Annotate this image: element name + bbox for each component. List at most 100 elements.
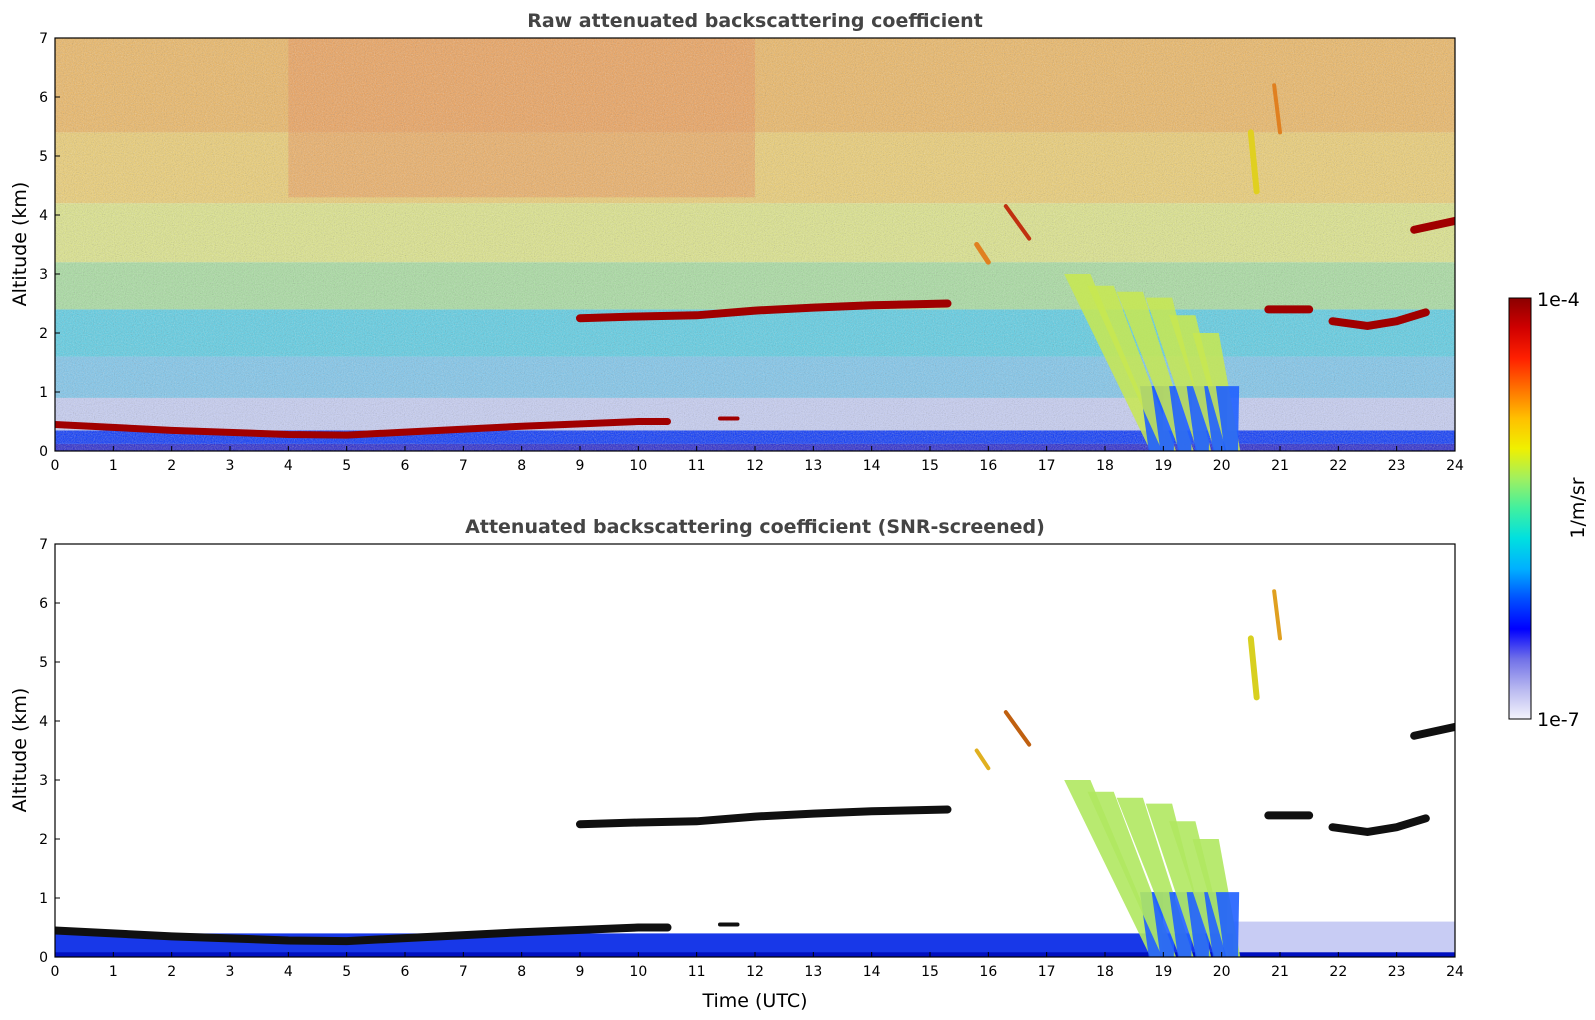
x-tick-label: 4 <box>284 964 293 980</box>
x-tick-label: 18 <box>1096 964 1114 980</box>
x-tick-label: 21 <box>1271 458 1289 474</box>
x-tick-label: 3 <box>226 458 235 474</box>
x-tick-label: 24 <box>1446 458 1464 474</box>
y-tick-label: 4 <box>39 714 48 730</box>
x-tick-label: 15 <box>921 458 939 474</box>
x-tick-label: 17 <box>1038 964 1056 980</box>
cloud-layer <box>576 299 952 323</box>
snr-screened-panel: Attenuated backscattering coefficient (S… <box>9 516 1464 1012</box>
y-tick-label: 6 <box>39 596 48 612</box>
cloud-layer <box>576 805 952 829</box>
y-tick-label: 5 <box>39 149 48 165</box>
y-tick-label: 7 <box>39 31 48 47</box>
x-tick-label: 6 <box>401 458 410 474</box>
colorbar-max-label: 1e-4 <box>1537 289 1580 311</box>
cirrus-fallstreak <box>1247 635 1260 701</box>
cloud-patch <box>1003 204 1032 241</box>
x-tick-label: 22 <box>1329 458 1347 474</box>
precipitation-shaft <box>1064 274 1165 451</box>
plot-frame <box>54 543 1456 958</box>
cloud-patch <box>974 748 991 771</box>
y-axis-label: Altitude (km) <box>9 182 31 307</box>
surface-signal <box>1233 921 1455 957</box>
y-tick-label: 0 <box>39 444 48 460</box>
cirrus-fallstreak <box>1247 129 1260 195</box>
x-tick-label: 19 <box>1154 964 1172 980</box>
heatmap-image <box>55 38 1455 451</box>
x-tick-label: 21 <box>1271 964 1289 980</box>
x-tick-label: 18 <box>1096 458 1114 474</box>
precipitation-shaft <box>1087 285 1177 451</box>
x-tick-label: 4 <box>284 458 293 474</box>
cloud-layer <box>1328 308 1430 330</box>
x-tick-label: 8 <box>517 964 526 980</box>
x-tick-label: 16 <box>979 458 997 474</box>
y-tick-label: 1 <box>39 891 48 907</box>
y-tick-label: 2 <box>39 832 48 848</box>
y-axis-ticks: 0 1 2 3 4 5 6 7 <box>39 537 60 966</box>
precipitation-shaft <box>1215 386 1240 451</box>
chart-title: Raw attenuated backscattering coefficien… <box>527 10 983 32</box>
x-tick-label: 2 <box>167 458 176 474</box>
cloud-layer <box>1410 722 1455 740</box>
x-tick-label: 5 <box>342 964 351 980</box>
cloud-layer <box>55 923 672 946</box>
x-tick-label: 23 <box>1388 964 1406 980</box>
x-tick-label: 1 <box>109 964 118 980</box>
x-axis-label: Time (UTC) <box>701 990 807 1012</box>
y-axis-label: Altitude (km) <box>9 688 31 813</box>
y-tick-label: 5 <box>39 655 48 671</box>
x-axis-ticks: 0 1 2 3 4 5 6 7 8 9 10 11 12 13 14 15 16 17 18 19 20 21 22 23 24 <box>51 446 1464 474</box>
y-tick-label: 7 <box>39 537 48 553</box>
x-tick-label: 3 <box>226 964 235 980</box>
noise-texture <box>55 38 1455 451</box>
x-tick-label: 9 <box>576 964 585 980</box>
y-axis-ticks: 0 1 2 3 4 5 6 7 <box>39 31 60 460</box>
x-tick-label: 24 <box>1446 964 1464 980</box>
x-tick-label: 23 <box>1388 458 1406 474</box>
y-tick-label: 2 <box>39 326 48 342</box>
x-tick-label: 1 <box>109 458 118 474</box>
cloud-patch <box>1003 710 1032 747</box>
x-tick-label: 6 <box>401 964 410 980</box>
colorbar-min-label: 1e-7 <box>1537 709 1580 731</box>
y-tick-label: 4 <box>39 208 48 224</box>
y-tick-label: 0 <box>39 950 48 966</box>
x-tick-label: 10 <box>629 964 647 980</box>
x-tick-label: 14 <box>863 458 881 474</box>
cloud-patch <box>974 242 991 265</box>
x-tick-label: 11 <box>688 458 706 474</box>
precipitation-shaft <box>1087 791 1177 957</box>
x-tick-label: 0 <box>51 964 60 980</box>
y-tick-label: 3 <box>39 773 48 789</box>
colorbar-units-label: 1/m/sr <box>1567 477 1589 538</box>
y-tick-label: 6 <box>39 90 48 106</box>
x-tick-label: 14 <box>863 964 881 980</box>
x-tick-label: 11 <box>688 964 706 980</box>
cirrus-fallstreak <box>1272 83 1282 135</box>
y-tick-label: 3 <box>39 267 48 283</box>
x-tick-label: 13 <box>804 458 822 474</box>
raw-backscatter-panel: Raw attenuated backscattering coefficien… <box>9 10 1464 474</box>
x-tick-label: 7 <box>459 458 468 474</box>
cloud-layer <box>1410 216 1455 234</box>
x-tick-label: 19 <box>1154 458 1172 474</box>
chart-title: Attenuated backscattering coefficient (S… <box>465 516 1045 538</box>
x-tick-label: 0 <box>51 458 60 474</box>
x-tick-label: 9 <box>576 458 585 474</box>
x-tick-label: 5 <box>342 458 351 474</box>
x-tick-label: 20 <box>1213 964 1231 980</box>
x-tick-label: 16 <box>979 964 997 980</box>
cloud-layer <box>55 418 671 439</box>
x-tick-label: 13 <box>804 964 822 980</box>
x-tick-label: 12 <box>746 964 764 980</box>
precipitation-shaft <box>1064 780 1165 957</box>
colorbar-gradient <box>1508 297 1532 720</box>
y-tick-label: 1 <box>39 385 48 401</box>
x-tick-label: 2 <box>167 964 176 980</box>
x-tick-label: 7 <box>459 964 468 980</box>
x-tick-label: 15 <box>921 964 939 980</box>
x-tick-label: 10 <box>629 458 647 474</box>
x-tick-label: 8 <box>517 458 526 474</box>
